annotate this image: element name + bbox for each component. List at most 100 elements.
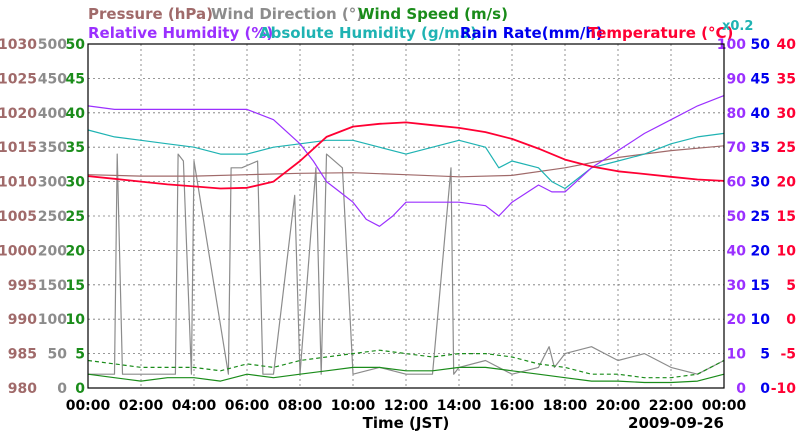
series-layer	[87, 95, 725, 384]
rain-rate-tick-label: 25	[751, 209, 770, 225]
wind-speed-tick-label: 10	[66, 312, 86, 328]
temperature-tick-label: 40	[777, 37, 797, 53]
wind-dir-tick-label: 0	[57, 381, 67, 397]
x-tick-label: 12:00	[384, 398, 429, 414]
pressure-tick-label: 980	[8, 381, 37, 397]
series-line-wind-speed	[87, 366, 725, 384]
x-tick-label: 08:00	[278, 398, 323, 414]
pressure-tick-label: 995	[8, 278, 37, 294]
wind-dir-tick-label: 300	[38, 175, 67, 191]
pressure-tick-label: 1005	[0, 209, 37, 225]
temperature-tick-label: -5	[780, 347, 796, 363]
rain-rate-tick-label: 10	[751, 312, 771, 328]
temperature-tick-label: -10	[771, 381, 797, 397]
rel-humidity-tick-label: 0	[736, 381, 746, 397]
wind-dir-tick-label: 250	[38, 209, 67, 225]
rel-humidity-tick-label: 30	[727, 278, 747, 294]
rel-humidity-tick-label: 100	[717, 37, 746, 53]
pressure-tick-label: 1015	[0, 140, 37, 156]
legend-temperature: Temperature (°C)	[588, 24, 733, 42]
wind-speed-tick-label: 15	[66, 278, 85, 294]
wind-speed-tick-label: 45	[66, 71, 85, 87]
abs-humidity-scale-note: x0.2	[722, 19, 753, 34]
x-tick-label: 18:00	[543, 398, 588, 414]
wind-dir-tick-label: 150	[38, 278, 67, 294]
legend-absolute-humidity: Absolute Humidity (g/m3)	[259, 24, 477, 42]
rel-humidity-tick-label: 80	[727, 106, 747, 122]
wind-dir-tick-label: 350	[38, 140, 67, 156]
rain-rate-tick-label: 50	[751, 37, 771, 53]
pressure-tick-label: 1020	[0, 106, 37, 122]
temperature-tick-label: 15	[777, 209, 796, 225]
legend-relative-humidity: Relative Humidity (%)	[88, 24, 273, 42]
wind-speed-tick-label: 35	[66, 140, 85, 156]
rel-humidity-tick-label: 50	[727, 209, 747, 225]
pressure-tick-label: 985	[8, 347, 37, 363]
rel-humidity-tick-label: 10	[727, 347, 747, 363]
x-tick-label: 10:00	[331, 398, 376, 414]
wind-dir-tick-label: 500	[38, 37, 67, 53]
temperature-tick-label: 0	[786, 312, 796, 328]
wind-speed-tick-label: 0	[75, 381, 85, 397]
rel-humidity-tick-label: 60	[727, 175, 747, 191]
rain-rate-tick-label: 40	[751, 106, 771, 122]
legend-wind-direction: Wind Direction (°)	[211, 5, 363, 23]
temperature-tick-label: 20	[777, 175, 797, 191]
wind-speed-tick-label: 20	[66, 243, 86, 259]
legend: Pressure (hPa) Wind Direction (°) Wind S…	[88, 5, 753, 42]
series-line-abs-humidity	[87, 129, 725, 190]
rel-humidity-tick-label: 90	[727, 71, 747, 87]
temperature-tick-label: 5	[786, 278, 796, 294]
x-tick-label: 00:00	[66, 398, 111, 414]
rain-rate-tick-label: 0	[760, 381, 770, 397]
axis-tick-labels: 1030102510201015101010051000995990985980…	[0, 37, 796, 414]
series-line-rel-humidity	[87, 95, 725, 227]
x-tick-label: 16:00	[490, 398, 535, 414]
x-tick-label: 14:00	[437, 398, 482, 414]
x-tick-label: 04:00	[172, 398, 217, 414]
x-tick-label: 06:00	[225, 398, 270, 414]
rain-rate-tick-label: 30	[751, 175, 771, 191]
wind-dir-tick-label: 450	[38, 71, 67, 87]
x-tick-label: 20:00	[596, 398, 641, 414]
rain-rate-tick-label: 15	[751, 278, 770, 294]
legend-rain-rate: Rain Rate(mm/h)	[460, 24, 603, 42]
x-axis-label: Time (JST)	[363, 414, 450, 432]
pressure-tick-label: 1000	[0, 243, 37, 259]
pressure-tick-label: 1025	[0, 71, 37, 87]
wind-dir-tick-label: 50	[48, 347, 68, 363]
rel-humidity-tick-label: 70	[727, 140, 747, 156]
wind-speed-tick-label: 25	[66, 209, 85, 225]
temperature-tick-label: 25	[777, 140, 796, 156]
series-line-wind-dir	[88, 153, 725, 375]
x-tick-label: 02:00	[119, 398, 164, 414]
wind-speed-tick-label: 5	[75, 347, 85, 363]
wind-speed-tick-label: 40	[66, 106, 86, 122]
plot-frame	[87, 43, 725, 389]
wind-dir-tick-label: 400	[38, 106, 67, 122]
legend-wind-speed: Wind Speed (m/s)	[358, 5, 508, 23]
pressure-tick-label: 990	[8, 312, 37, 328]
temperature-tick-label: 10	[777, 243, 797, 259]
rain-rate-tick-label: 45	[751, 71, 770, 87]
grid	[88, 44, 724, 388]
series-line-wind-speed	[87, 349, 725, 379]
rain-rate-tick-label: 5	[760, 347, 770, 363]
wind-dir-tick-label: 200	[38, 243, 67, 259]
rain-rate-tick-label: 35	[751, 140, 770, 156]
temperature-tick-label: 30	[777, 106, 797, 122]
date-label: 2009-09-26	[628, 414, 724, 432]
wind-speed-tick-label: 30	[66, 175, 86, 191]
pressure-tick-label: 1010	[0, 175, 37, 191]
legend-pressure: Pressure (hPa)	[88, 5, 213, 23]
temperature-tick-label: 35	[777, 71, 796, 87]
rel-humidity-tick-label: 20	[727, 312, 747, 328]
wind-dir-tick-label: 100	[38, 312, 67, 328]
wind-speed-tick-label: 50	[66, 37, 86, 53]
rain-rate-tick-label: 20	[751, 243, 771, 259]
x-tick-label: 22:00	[649, 398, 694, 414]
rel-humidity-tick-label: 40	[727, 243, 747, 259]
series-line-temperature	[87, 121, 725, 190]
series-line-pressure	[87, 145, 725, 178]
